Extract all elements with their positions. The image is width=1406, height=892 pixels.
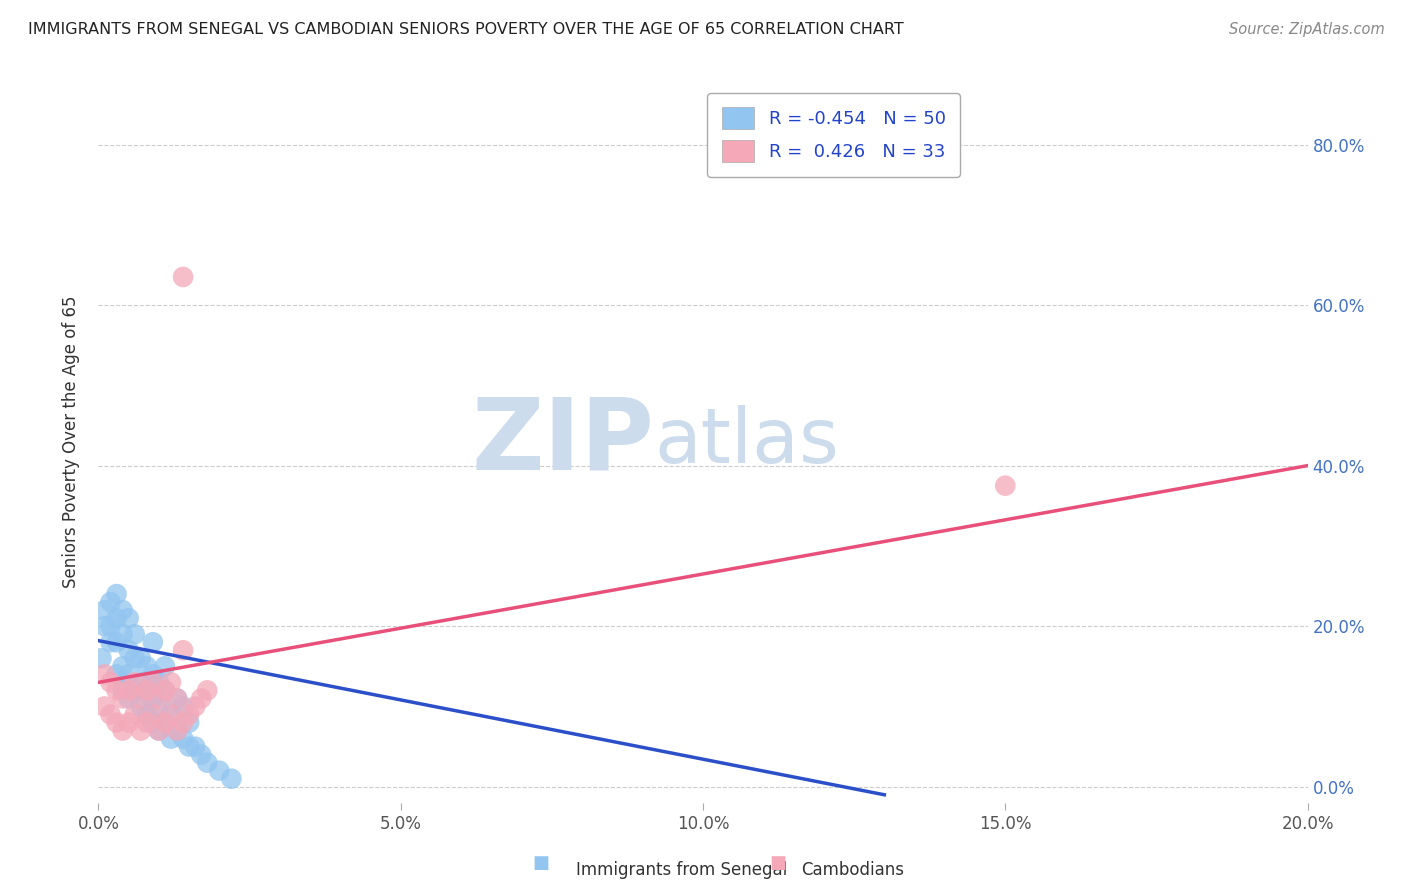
Point [105,635,128,649]
Point [160,675,183,690]
Point [148,699,170,714]
Point [172,269,194,284]
Point [111,683,134,698]
Text: atlas: atlas [655,405,839,478]
Point [153,683,176,698]
Legend: R = -0.454   N = 50, R =  0.426   N = 33: R = -0.454 N = 50, R = 0.426 N = 33 [707,93,960,177]
Text: ■: ■ [533,855,550,872]
Point [208,764,231,778]
Point [118,683,141,698]
Point [166,723,188,738]
Point [118,643,141,657]
Point [129,675,152,690]
Point [195,683,218,698]
Point [153,683,176,698]
Point [160,731,183,746]
Point [118,667,141,681]
Point [179,739,201,754]
Point [111,603,134,617]
Point [184,699,207,714]
Point [142,691,165,706]
Point [129,691,152,706]
Point [195,756,218,770]
Point [105,715,128,730]
Point [93,667,115,681]
Point [166,723,188,738]
Point [179,715,201,730]
Point [142,635,165,649]
Text: ■: ■ [769,855,786,872]
Point [172,715,194,730]
Point [172,699,194,714]
Point [135,683,157,698]
Point [135,659,157,673]
Point [179,707,201,722]
Point [142,707,165,722]
Point [160,707,183,722]
Point [148,723,170,738]
Point [172,643,194,657]
Point [124,683,146,698]
Point [118,611,141,625]
Point [118,715,141,730]
Point [129,699,152,714]
Point [93,603,115,617]
Point [148,723,170,738]
Point [148,691,170,706]
Point [190,747,212,762]
Point [135,707,157,722]
Point [148,675,170,690]
Point [111,659,134,673]
Point [100,675,122,690]
Point [142,715,165,730]
Y-axis label: Seniors Poverty Over the Age of 65: Seniors Poverty Over the Age of 65 [62,295,80,588]
Point [111,627,134,641]
Point [135,683,157,698]
Point [100,635,122,649]
Text: IMMIGRANTS FROM SENEGAL VS CAMBODIAN SENIORS POVERTY OVER THE AGE OF 65 CORRELAT: IMMIGRANTS FROM SENEGAL VS CAMBODIAN SEN… [28,22,904,37]
Point [994,478,1017,492]
Point [129,723,152,738]
Point [111,691,134,706]
Text: Cambodians: Cambodians [801,861,904,879]
Point [190,691,212,706]
Point [93,699,115,714]
Text: Source: ZipAtlas.com: Source: ZipAtlas.com [1229,22,1385,37]
Point [153,715,176,730]
Point [124,651,146,665]
Point [221,772,243,786]
Point [153,659,176,673]
Point [100,595,122,609]
Point [124,675,146,690]
Point [135,715,157,730]
Point [184,739,207,754]
Point [124,707,146,722]
Text: Immigrants from Senegal: Immigrants from Senegal [576,861,787,879]
Point [129,651,152,665]
Point [166,691,188,706]
Point [100,707,122,722]
Point [100,619,122,633]
Point [93,619,115,633]
Point [105,611,128,625]
Point [105,667,128,681]
Point [111,723,134,738]
Point [166,691,188,706]
Point [142,675,165,690]
Point [118,691,141,706]
Point [105,683,128,698]
Point [153,715,176,730]
Point [160,707,183,722]
Point [105,587,128,601]
Point [172,731,194,746]
Point [142,667,165,681]
Point [124,627,146,641]
Text: ZIP: ZIP [472,393,655,490]
Point [90,651,112,665]
